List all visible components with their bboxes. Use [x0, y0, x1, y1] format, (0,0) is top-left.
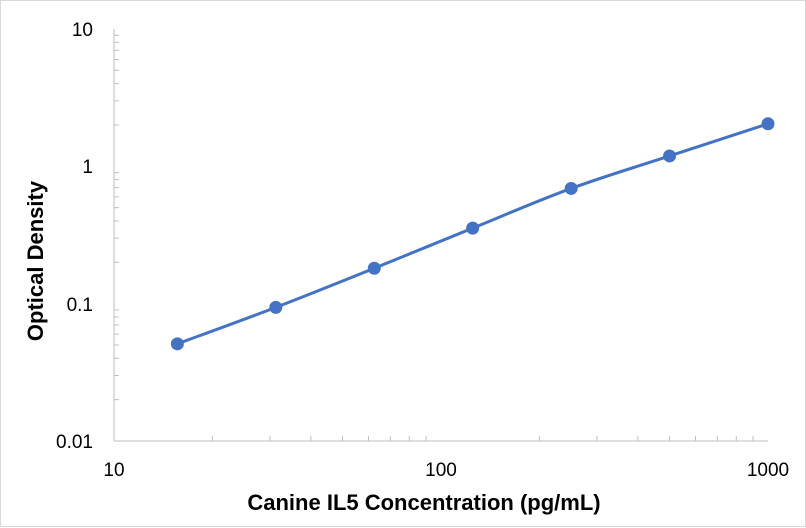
y-tick-label: 0.1 — [67, 295, 93, 316]
y-axis-title: Optical Density — [23, 180, 48, 341]
y-tick-label: 1 — [82, 157, 93, 178]
x-tick-label: 1000 — [747, 460, 789, 481]
series-points — [170, 117, 775, 351]
data-point — [170, 337, 184, 351]
y-tick-label: 10 — [72, 20, 93, 41]
x-axis-title: Canine IL5 Concentration (pg/mL) — [247, 490, 600, 515]
data-point — [466, 221, 480, 235]
plot-area — [113, 29, 768, 442]
data-point — [269, 300, 283, 314]
y-minor-ticks — [114, 34, 119, 401]
data-point — [564, 181, 578, 195]
x-tick-label: 100 — [425, 460, 457, 481]
y-tick-label: 0.01 — [56, 432, 93, 453]
x-tick-label: 10 — [103, 460, 124, 481]
data-point — [367, 261, 381, 275]
x-tick-labels: 10 100 1000 — [103, 460, 789, 481]
y-tick-labels: 10 1 0.1 0.01 — [56, 20, 93, 453]
x-minor-ticks — [211, 436, 754, 441]
data-point — [761, 117, 775, 131]
data-point — [663, 149, 677, 163]
